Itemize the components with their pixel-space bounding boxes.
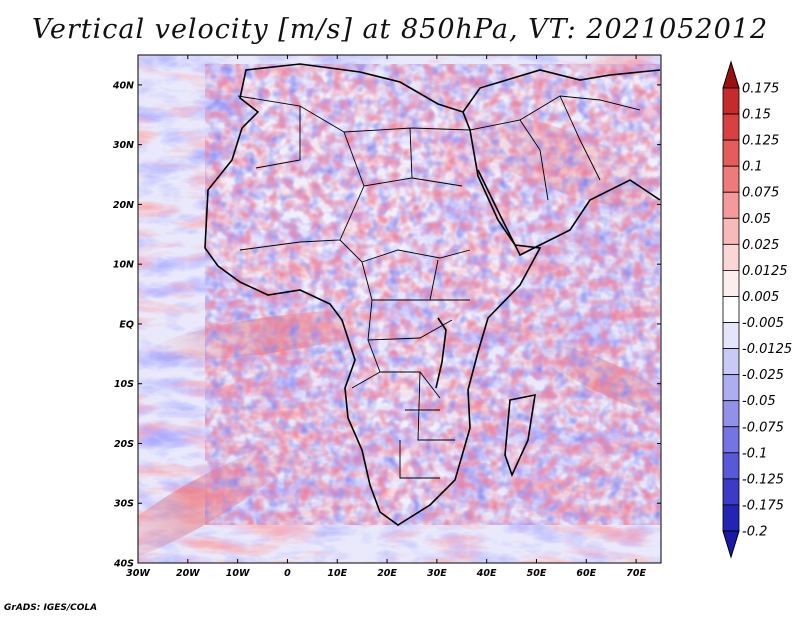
colorbar-segment xyxy=(722,426,740,454)
colorbar-level-label: 0.025 xyxy=(742,238,779,253)
colorbar-segment xyxy=(722,139,740,167)
colorbar-level-label: -0.005 xyxy=(742,316,784,331)
lon-tick-label: 30E xyxy=(427,568,447,579)
colorbar-segment xyxy=(722,270,740,297)
colorbar-segment xyxy=(722,243,740,271)
colorbar-level-label: -0.0125 xyxy=(742,342,792,357)
colorbar-segment xyxy=(722,504,740,532)
colorbar-segment xyxy=(722,348,740,376)
lat-tick-label: 20S xyxy=(114,439,134,450)
lon-tick-label: 20W xyxy=(176,568,200,579)
colorbar-level-label: -0.075 xyxy=(742,420,784,435)
lat-tick-label: 30N xyxy=(113,140,134,151)
lon-tick-label: 70E xyxy=(626,568,646,579)
colorbar-segment xyxy=(722,322,740,349)
colorbar-segment xyxy=(722,400,740,428)
colorbar-level-label: 0.175 xyxy=(742,82,779,97)
colorbar: 0.175 0.15 0.125 0.1 0.075 0.05 0.025 0.0125 0.0… xyxy=(722,60,792,559)
colorbar-min-arrow xyxy=(722,530,740,559)
lon-tick-label: 50E xyxy=(527,568,547,579)
colorbar-segment xyxy=(722,374,740,402)
lon-tick-label: 30W xyxy=(126,568,150,579)
colorbar-segment xyxy=(722,217,740,245)
colorbar-level-label: 0.0125 xyxy=(742,264,788,279)
lat-tick-label: 10N xyxy=(113,260,134,271)
lon-tick-label: 10E xyxy=(327,568,347,579)
colorbar-segment xyxy=(722,478,740,506)
colorbar-level-label: 0.005 xyxy=(742,290,779,305)
lat-tick-label: 40S xyxy=(113,559,134,570)
lon-tick-label: 20E xyxy=(377,568,397,579)
chart-title: Vertical velocity [m/s] at 850hPa, VT: 2… xyxy=(31,14,769,45)
colorbar-segment xyxy=(722,191,740,219)
lon-tick-label: 60E xyxy=(576,568,596,579)
colorbar-level-label: -0.025 xyxy=(742,368,784,383)
plot-frame xyxy=(137,54,662,564)
country-borders xyxy=(237,95,641,479)
colorbar-segment xyxy=(722,165,740,193)
lat-tick-label: 10S xyxy=(114,379,134,390)
colorbar-level-label: 0.05 xyxy=(742,212,771,227)
colorbar-max-arrow xyxy=(722,60,740,89)
lat-tick-label: 20N xyxy=(113,200,134,211)
lon-tick-label: 0 xyxy=(284,568,291,579)
colorbar-level-label: 0.1 xyxy=(742,160,763,175)
lon-tick-label: 40E xyxy=(476,568,497,579)
coastline xyxy=(204,63,661,526)
colorbar-level-label: 0.15 xyxy=(742,108,771,123)
lat-tick-label: 30S xyxy=(114,499,134,510)
colorbar-level-label: -0.05 xyxy=(742,394,776,409)
colorbar-level-label: -0.2 xyxy=(742,525,767,540)
colorbar-level-label: -0.125 xyxy=(742,472,784,487)
credit-label: GrADS: IGES/COLA xyxy=(4,603,98,613)
lat-tick-label: 40N xyxy=(112,80,134,91)
colorbar-level-label: -0.1 xyxy=(742,446,767,461)
colorbar-segment xyxy=(722,296,740,323)
colorbar-segment xyxy=(722,113,740,141)
colorbar-segment xyxy=(722,87,740,115)
colorbar-level-label: 0.125 xyxy=(742,134,779,149)
lat-tick-label: EQ xyxy=(119,319,134,330)
vertical-velocity-field xyxy=(138,55,661,563)
lon-tick-label: 10W xyxy=(226,568,250,579)
colorbar-level-label: -0.175 xyxy=(742,498,784,513)
colorbar-segment xyxy=(722,452,740,480)
colorbar-level-label: 0.075 xyxy=(742,186,779,201)
